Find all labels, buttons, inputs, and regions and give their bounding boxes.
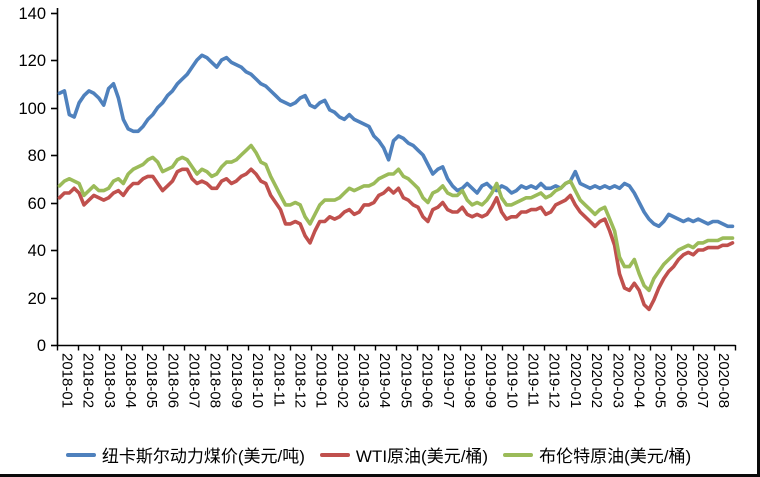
- svg-text:100: 100: [18, 100, 46, 118]
- svg-text:2018-06: 2018-06: [164, 353, 181, 408]
- svg-text:2019-12: 2019-12: [546, 353, 563, 408]
- legend-label-wti-crude: WTI原油(美元/桶): [355, 447, 489, 466]
- svg-text:140: 140: [18, 5, 46, 23]
- svg-text:2018-07: 2018-07: [186, 353, 203, 408]
- svg-text:2020-06: 2020-06: [673, 353, 690, 408]
- svg-text:2019-03: 2019-03: [355, 353, 372, 408]
- svg-text:2020-04: 2020-04: [631, 353, 648, 408]
- svg-text:80: 80: [28, 147, 46, 165]
- svg-text:2018-09: 2018-09: [228, 353, 245, 408]
- svg-text:2019-08: 2019-08: [461, 353, 478, 408]
- legend-swatch-wti-crude: [319, 452, 350, 457]
- svg-text:2020-08: 2020-08: [715, 353, 732, 408]
- svg-text:2019-05: 2019-05: [397, 353, 414, 408]
- legend-item-newcastle-coal: 纽卡斯尔动力煤价(美元/吨): [65, 442, 305, 467]
- line-chart: 0 20 40 60 80 100 120 140 2018-01 2018-02 2018-03…: [18, 5, 737, 408]
- svg-text:2018-12: 2018-12: [292, 353, 309, 408]
- svg-text:2018-11: 2018-11: [270, 353, 287, 407]
- svg-text:2018-08: 2018-08: [207, 353, 224, 408]
- svg-text:2019-02: 2019-02: [334, 353, 351, 408]
- legend-label-newcastle-coal: 纽卡斯尔动力煤价(美元/吨): [101, 447, 305, 466]
- legend-item-brent-crude: 布伦特原油(美元/桶): [503, 442, 691, 467]
- svg-text:120: 120: [18, 52, 46, 70]
- svg-text:2019-01: 2019-01: [313, 353, 330, 408]
- svg-text:2018-01: 2018-01: [58, 353, 75, 408]
- svg-text:2019-09: 2019-09: [482, 353, 499, 408]
- svg-text:2019-07: 2019-07: [440, 353, 457, 408]
- svg-text:2018-05: 2018-05: [143, 353, 160, 408]
- legend-swatch-newcastle-coal: [65, 452, 96, 457]
- svg-text:2020-05: 2020-05: [652, 353, 669, 408]
- svg-text:2020-02: 2020-02: [588, 353, 605, 408]
- legend-label-brent-crude: 布伦特原油(美元/桶): [539, 447, 692, 466]
- svg-text:2018-04: 2018-04: [122, 353, 139, 408]
- svg-text:2018-03: 2018-03: [101, 353, 118, 408]
- y-axis-labels: 0 20 40 60 80 100 120 140: [18, 5, 46, 355]
- axes: [51, 8, 737, 351]
- svg-text:2018-02: 2018-02: [80, 353, 97, 408]
- svg-text:0: 0: [37, 337, 46, 355]
- svg-text:2019-11: 2019-11: [525, 353, 542, 407]
- legend-item-wti-crude: WTI原油(美元/桶): [319, 442, 489, 467]
- svg-text:2018-10: 2018-10: [249, 353, 266, 408]
- legend-swatch-brent-crude: [503, 452, 534, 457]
- chart-area: 0 20 40 60 80 100 120 140 2018-01 2018-02 2018-03…: [18, 5, 737, 408]
- svg-text:2019-06: 2019-06: [419, 353, 436, 408]
- svg-text:2019-10: 2019-10: [503, 353, 520, 408]
- svg-text:2020-07: 2020-07: [694, 353, 711, 408]
- svg-text:20: 20: [28, 290, 46, 308]
- svg-text:40: 40: [28, 242, 46, 260]
- series-lines: [57, 53, 735, 312]
- svg-text:2020-01: 2020-01: [567, 353, 584, 408]
- svg-text:2020-03: 2020-03: [609, 353, 626, 408]
- x-axis-labels: 2018-01 2018-02 2018-03 2018-04 2018-05 2018-…: [58, 353, 732, 408]
- svg-text:2019-04: 2019-04: [376, 353, 393, 408]
- svg-text:60: 60: [28, 195, 46, 213]
- legend: 纽卡斯尔动力煤价(美元/吨) WTI原油(美元/桶) 布伦特原油(美元/桶): [0, 441, 757, 474]
